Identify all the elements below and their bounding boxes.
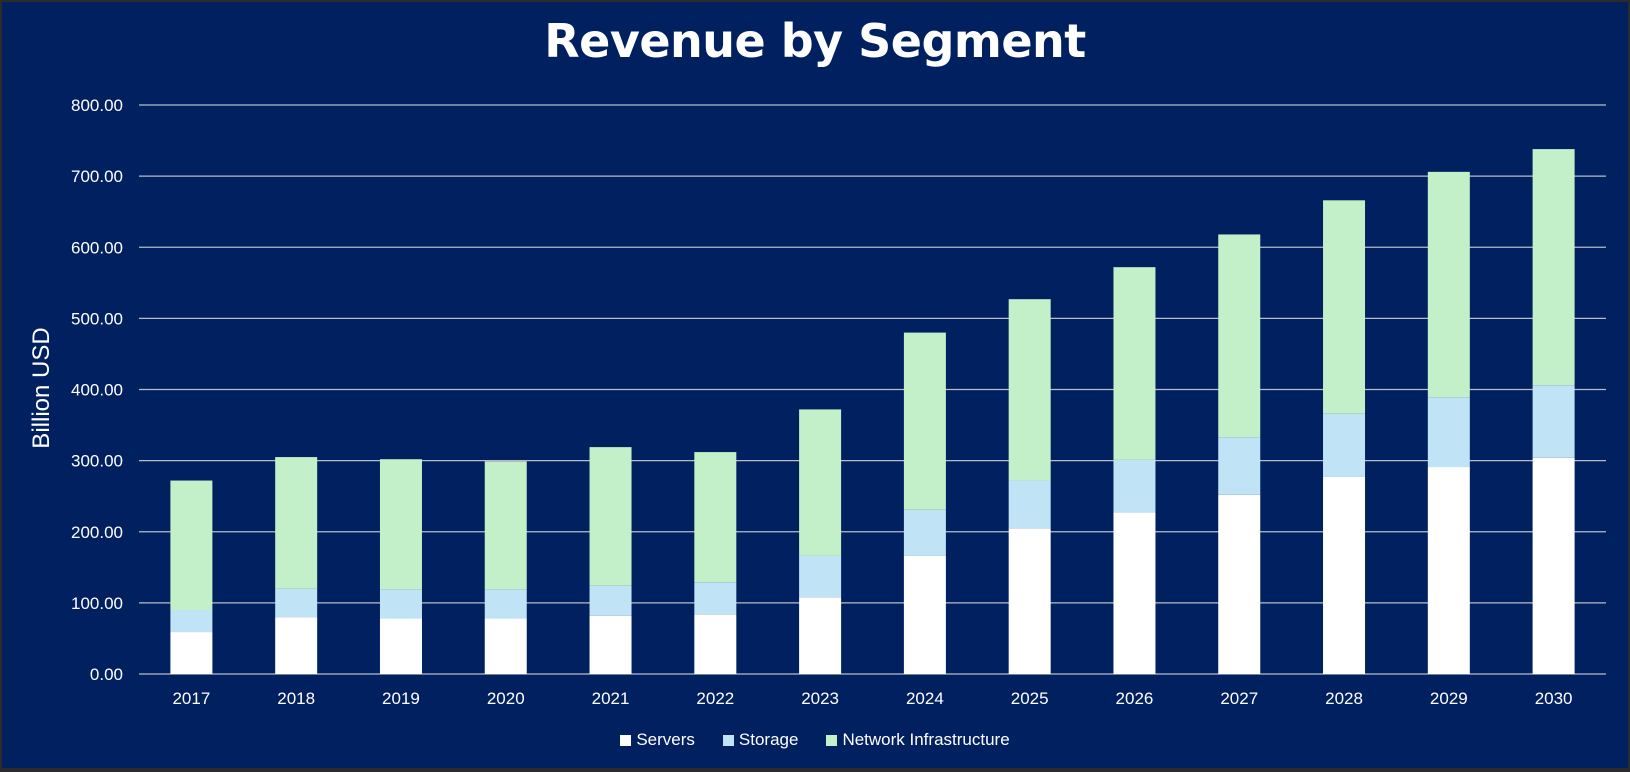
bar-servers-2020 xyxy=(484,618,527,674)
y-tick-label: 500.00 xyxy=(71,309,123,328)
bar-servers-2019 xyxy=(379,618,422,674)
bar-storage-2021 xyxy=(589,585,632,616)
legend: Servers Storage Network Infrastructure xyxy=(0,730,1630,750)
bar-storage-2023 xyxy=(799,555,842,598)
legend-item: Servers xyxy=(620,730,695,750)
y-tick-label: 0.00 xyxy=(90,665,123,684)
bar-servers-2025 xyxy=(1008,528,1051,674)
x-tick-label: 2030 xyxy=(1535,689,1573,708)
bar-storage-2018 xyxy=(275,588,318,618)
x-tick-label: 2018 xyxy=(277,689,315,708)
bar-servers-2030 xyxy=(1532,457,1575,674)
legend-item: Storage xyxy=(722,730,799,750)
x-tick-label: 2021 xyxy=(592,689,630,708)
bar-network-infrastructure-2030 xyxy=(1532,149,1575,386)
bar-storage-2025 xyxy=(1008,480,1051,529)
y-tick-label: 100.00 xyxy=(71,594,123,613)
bar-network-infrastructure-2025 xyxy=(1008,299,1051,481)
x-tick-label: 2028 xyxy=(1325,689,1363,708)
bar-storage-2028 xyxy=(1323,413,1366,477)
x-tick-label: 2025 xyxy=(1011,689,1049,708)
bar-network-infrastructure-2021 xyxy=(589,447,632,586)
bar-storage-2030 xyxy=(1532,385,1575,458)
legend-label: Storage xyxy=(738,730,799,749)
bar-servers-2023 xyxy=(799,597,842,674)
bar-servers-2027 xyxy=(1218,494,1261,674)
x-tick-label: 2026 xyxy=(1116,689,1154,708)
bar-storage-2024 xyxy=(903,509,946,556)
bar-network-infrastructure-2018 xyxy=(275,457,318,589)
bar-servers-2017 xyxy=(170,632,213,674)
legend-swatch xyxy=(826,734,838,746)
bar-servers-2026 xyxy=(1113,512,1156,674)
x-tick-label: 2024 xyxy=(906,689,944,708)
bar-network-infrastructure-2028 xyxy=(1323,200,1366,414)
legend-item: Network Infrastructure xyxy=(826,730,1010,750)
x-tick-label: 2022 xyxy=(696,689,734,708)
bar-storage-2027 xyxy=(1218,437,1261,495)
y-tick-label: 600.00 xyxy=(71,238,123,257)
y-tick-label: 700.00 xyxy=(71,167,123,186)
legend-label: Network Infrastructure xyxy=(842,730,1010,749)
bar-storage-2017 xyxy=(170,609,213,633)
x-tick-label: 2019 xyxy=(382,689,420,708)
bar-servers-2029 xyxy=(1427,467,1470,674)
bar-network-infrastructure-2020 xyxy=(484,461,527,590)
bar-servers-2024 xyxy=(903,555,946,674)
y-tick-label: 300.00 xyxy=(71,452,123,471)
y-tick-label: 400.00 xyxy=(71,381,123,400)
legend-label: Servers xyxy=(636,730,695,749)
x-tick-label: 2023 xyxy=(801,689,839,708)
legend-swatch xyxy=(722,734,734,746)
bar-servers-2028 xyxy=(1323,476,1366,674)
bar-servers-2022 xyxy=(694,614,737,674)
x-tick-label: 2017 xyxy=(172,689,210,708)
bar-storage-2020 xyxy=(484,589,527,619)
bar-servers-2018 xyxy=(275,617,318,674)
x-tick-label: 2020 xyxy=(487,689,525,708)
y-tick-label: 200.00 xyxy=(71,523,123,542)
bar-storage-2019 xyxy=(379,589,422,619)
bar-network-infrastructure-2029 xyxy=(1427,171,1470,398)
bar-network-infrastructure-2026 xyxy=(1113,267,1156,460)
bar-network-infrastructure-2017 xyxy=(170,480,213,610)
chart-title: Revenue by Segment xyxy=(544,14,1086,68)
x-tick-label: 2027 xyxy=(1220,689,1258,708)
y-tick-label: 800.00 xyxy=(71,96,123,115)
bar-network-infrastructure-2019 xyxy=(379,459,422,590)
bar-network-infrastructure-2022 xyxy=(694,452,737,583)
bar-storage-2029 xyxy=(1427,397,1470,468)
bar-network-infrastructure-2023 xyxy=(799,409,842,556)
bar-network-infrastructure-2027 xyxy=(1218,234,1261,438)
bar-network-infrastructure-2024 xyxy=(903,332,946,510)
bar-storage-2026 xyxy=(1113,459,1156,513)
x-tick-label: 2029 xyxy=(1430,689,1468,708)
bar-storage-2022 xyxy=(694,582,737,615)
bar-servers-2021 xyxy=(589,615,632,674)
legend-swatch xyxy=(620,734,632,746)
